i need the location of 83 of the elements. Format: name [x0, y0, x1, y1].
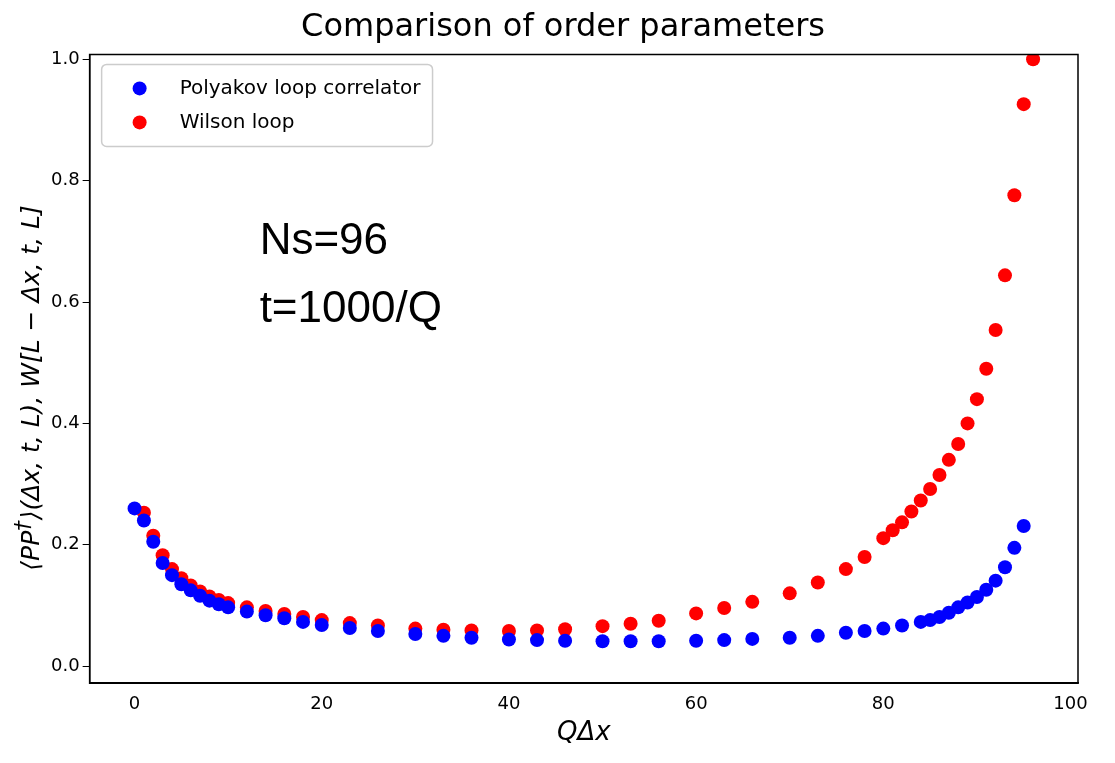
point: [717, 633, 732, 648]
point: [342, 620, 357, 635]
point: [155, 556, 170, 571]
point: [146, 534, 161, 549]
point: [558, 633, 573, 648]
point: [464, 630, 479, 645]
point: [810, 628, 825, 643]
point: [1016, 97, 1031, 112]
point: [1016, 519, 1031, 533]
point: [436, 628, 451, 643]
annotation: Ns=96: [259, 214, 389, 264]
point: [745, 631, 760, 646]
point: [941, 452, 956, 467]
point: [595, 634, 610, 649]
point: [932, 468, 947, 483]
point: [717, 600, 732, 615]
point: [651, 634, 666, 649]
chart-title: Comparison of order parameters: [301, 5, 825, 44]
point: [651, 613, 666, 628]
point: [960, 416, 975, 431]
point: [988, 573, 1003, 588]
point: [782, 630, 797, 645]
point: [895, 515, 910, 530]
annotation: t=1000/Q: [259, 282, 442, 332]
point: [370, 624, 385, 638]
x-tick-label: 60: [684, 691, 708, 713]
y-tick-label: 1.0: [50, 46, 80, 68]
point: [857, 624, 872, 638]
point: [895, 618, 910, 633]
point: [314, 617, 329, 632]
point: [998, 268, 1012, 283]
x-tick-label: 40: [497, 691, 521, 713]
point: [127, 501, 142, 516]
point: [951, 437, 966, 452]
point: [782, 586, 797, 601]
point: [913, 493, 928, 508]
point: [689, 633, 704, 648]
point: [239, 604, 254, 619]
point: [221, 600, 236, 615]
point: [885, 523, 900, 538]
point: [998, 560, 1012, 575]
point: [904, 504, 919, 519]
point: [136, 513, 151, 528]
point: [745, 594, 760, 609]
point: [988, 322, 1003, 337]
point: [623, 616, 638, 631]
point: [857, 549, 872, 564]
y-tick-label: 0.8: [50, 168, 80, 190]
legend-label: Wilson loop: [179, 108, 295, 133]
point: [1007, 188, 1022, 203]
point: [258, 608, 273, 623]
point: [501, 632, 516, 647]
point: [558, 622, 573, 637]
point: [923, 481, 938, 496]
point: [1026, 54, 1041, 67]
legend-label: Polyakov loop correlator: [179, 74, 422, 99]
y-tick-label: 0.6: [50, 289, 80, 311]
point: [876, 621, 891, 636]
x-tick-label: 0: [128, 691, 141, 713]
point: [689, 606, 704, 621]
point: [1007, 540, 1022, 555]
x-axis-title: QΔx: [556, 716, 612, 747]
point: [623, 634, 638, 649]
x-tick-label: 80: [871, 691, 895, 713]
point: [979, 361, 994, 376]
point: [408, 627, 423, 642]
point: [277, 611, 292, 626]
x-tick-label: 20: [310, 691, 334, 713]
point: [876, 531, 891, 546]
point: [530, 633, 545, 648]
point: [164, 568, 179, 583]
point: [969, 392, 984, 407]
point: [838, 562, 853, 577]
point: [810, 575, 825, 590]
point: [838, 625, 853, 640]
point: [969, 590, 984, 605]
point: [979, 582, 994, 597]
x-tick-label: 100: [1053, 691, 1088, 713]
y-tick-label: 0.2: [50, 532, 80, 554]
point: [595, 619, 610, 634]
point: [296, 614, 311, 629]
y-tick-label: 0.0: [50, 653, 80, 675]
y-tick-label: 0.4: [50, 411, 80, 433]
